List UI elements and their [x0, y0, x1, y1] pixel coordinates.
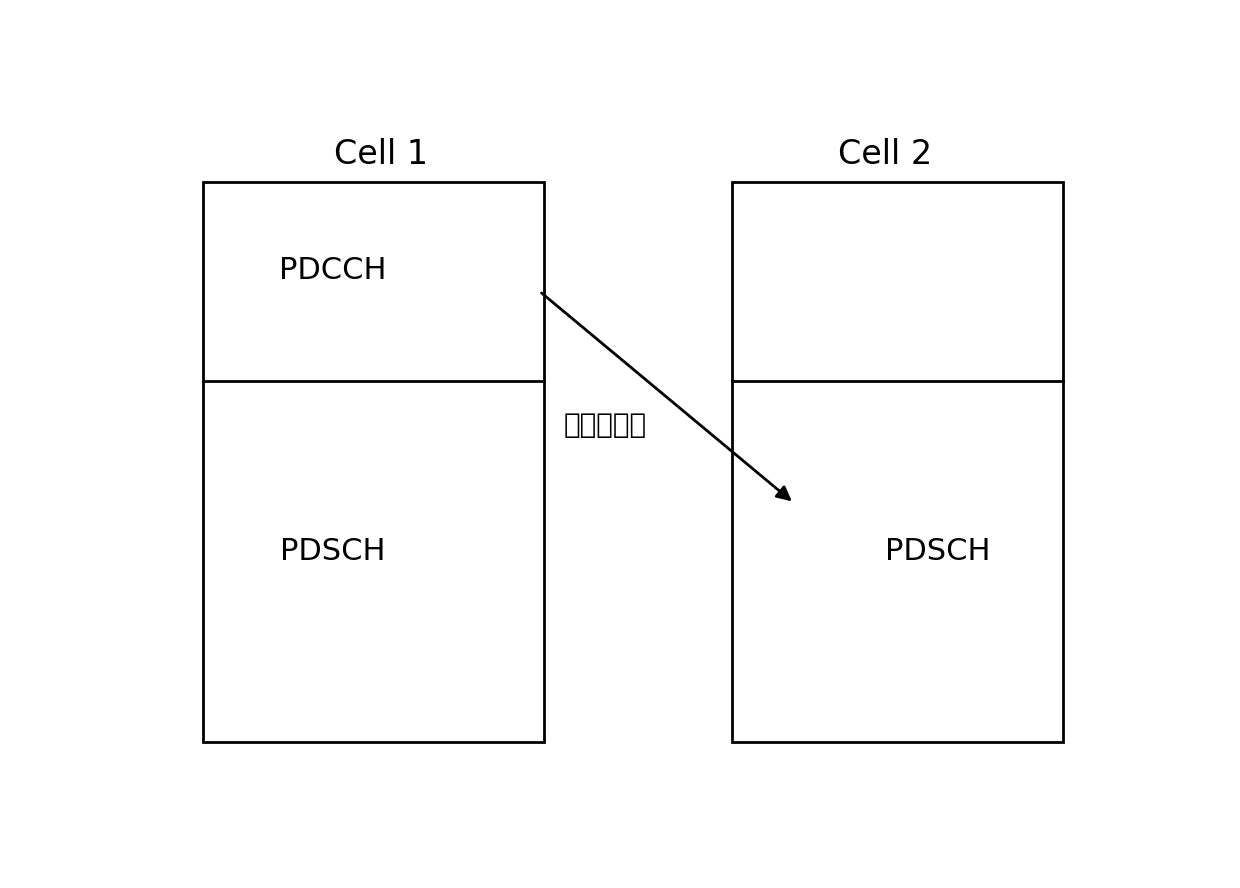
Text: Cell 2: Cell 2: [838, 138, 932, 170]
Text: 跨载波调度: 跨载波调度: [563, 410, 646, 439]
Bar: [203, 182, 544, 742]
Text: Cell 1: Cell 1: [334, 138, 428, 170]
Bar: [732, 182, 1063, 742]
Text: PDSCH: PDSCH: [280, 536, 386, 566]
Text: PDCCH: PDCCH: [279, 256, 387, 285]
Text: PDSCH: PDSCH: [885, 536, 991, 566]
